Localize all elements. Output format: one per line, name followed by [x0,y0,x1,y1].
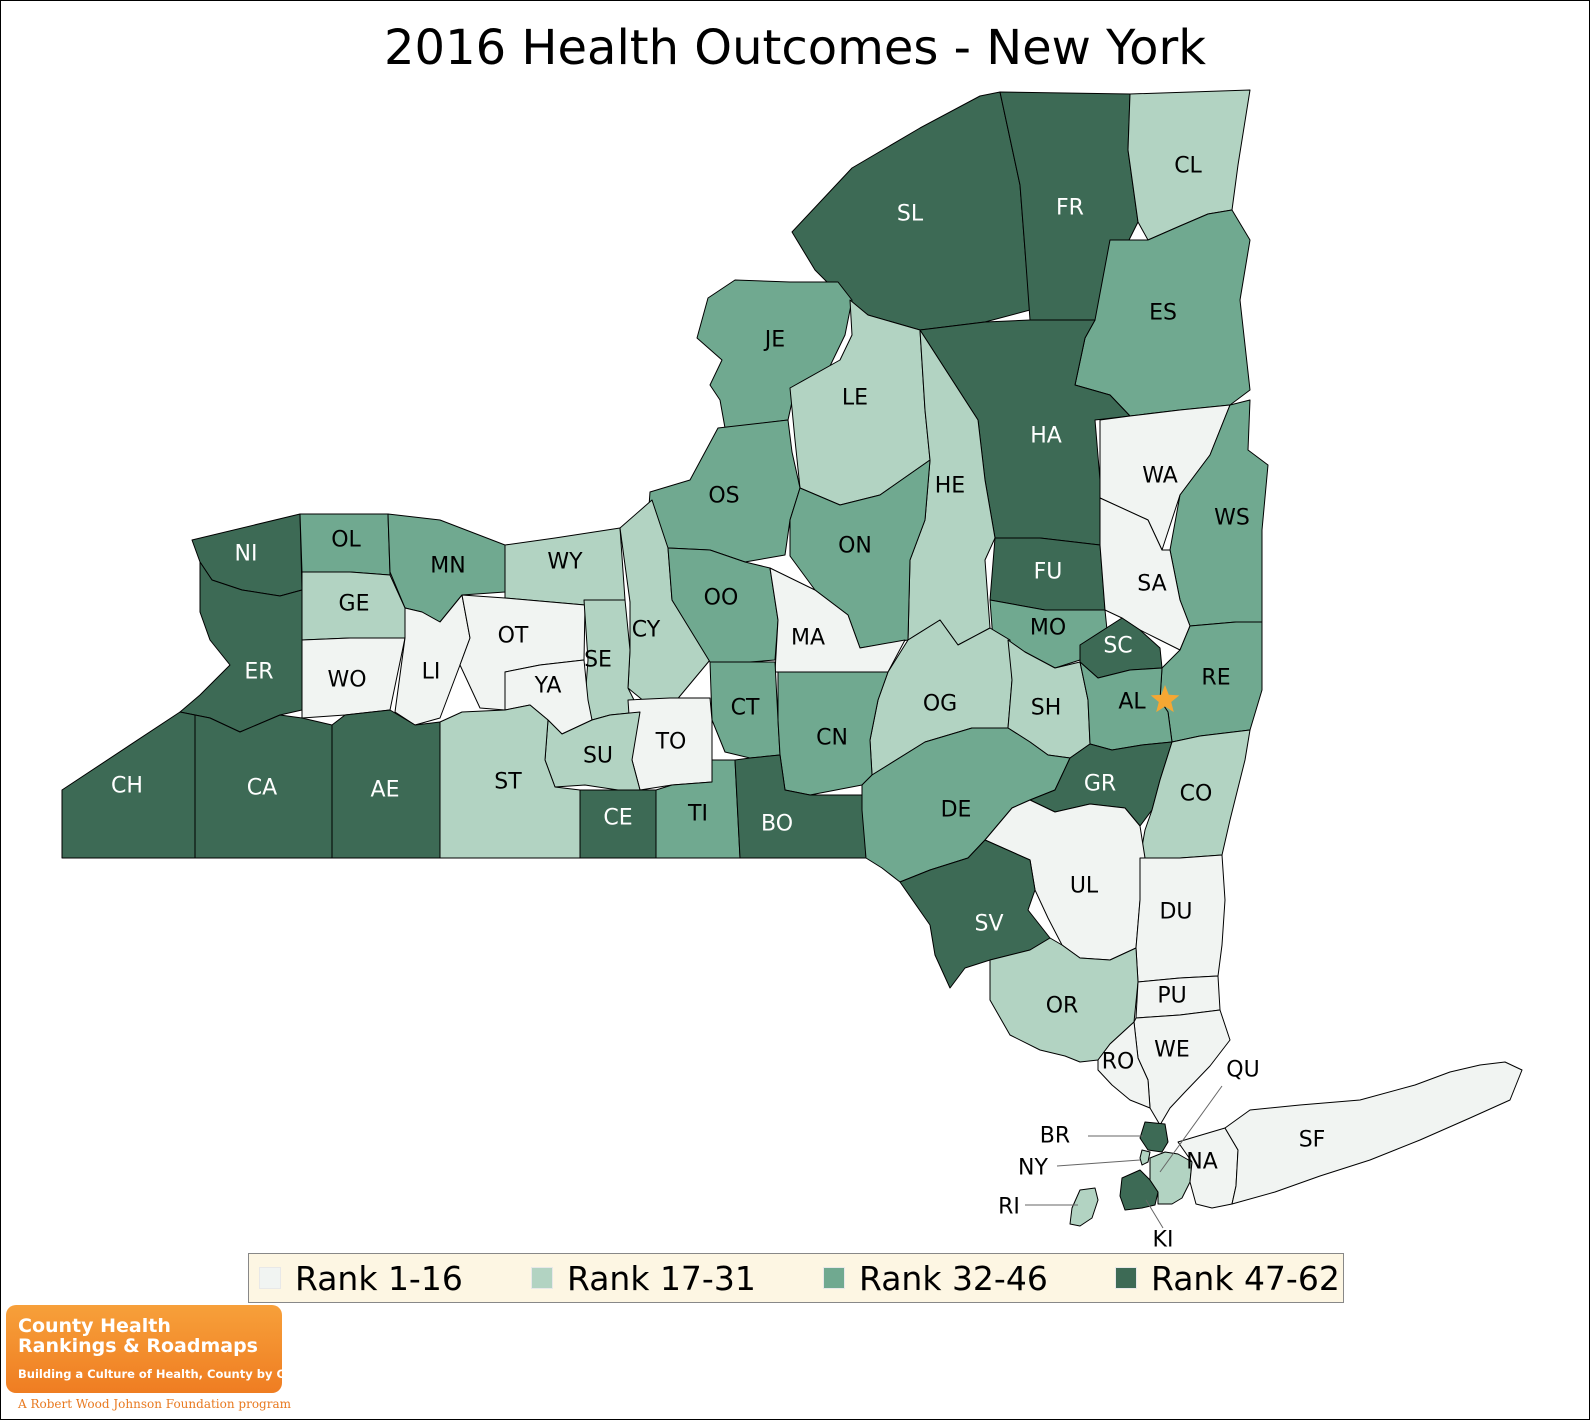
legend-item-tier-1: Rank 1-16 [259,1254,463,1302]
county-label-ul: UL [1070,874,1099,899]
county-label-ws: WS [1214,506,1250,531]
legend-swatch-tier-2 [531,1267,553,1289]
county-label-le: LE [842,386,868,411]
county-label-wa: WA [1142,464,1178,489]
county-label-na: NA [1186,1150,1218,1175]
county-ny [1139,1149,1151,1166]
county-label-ti: TI [687,802,708,827]
county-label-qu: QU [1226,1058,1259,1083]
leader-line-ki [1145,1199,1164,1229]
county-label-al: AL [1118,690,1146,715]
county-label-on: ON [838,534,872,559]
county-label-mn: MN [430,554,465,579]
map-title: 2016 Health Outcomes - New York [384,20,1206,76]
county-label-ny: NY [1018,1156,1048,1181]
county-br [1139,1121,1169,1153]
county-sf [1224,1061,1523,1205]
logo-tagline: Building a Culture of Health, County by … [18,1367,323,1381]
county-label-pu: PU [1157,984,1186,1009]
leader-line-ny [1056,1159,1141,1167]
county-label-st: ST [494,770,522,795]
county-label-we: WE [1154,1038,1190,1063]
county-label-og: OG [923,692,957,717]
legend-item-tier-2: Rank 17-31 [531,1254,756,1302]
leader-line-qu [1159,1085,1223,1173]
county-label-ro: RO [1102,1050,1135,1075]
county-label-br: BR [1040,1124,1070,1149]
county-label-ha: HA [1030,424,1062,449]
logo-line-2: Rankings & Roadmaps [18,1335,258,1357]
county-ae [331,709,441,859]
new-york-county-map: SL FR CL JE LE ES HA HE OS ON WA WS NI OL MN WY FU SA GE CY… [61,89,1523,1251]
logo-subline: A Robert Wood Johnson Foundation program [18,1397,291,1411]
county-label-de: DE [941,798,972,823]
county-label-es: ES [1149,301,1177,326]
county-al [1079,661,1173,751]
county-label-cn: CN [816,726,848,751]
county-ro [1097,1021,1151,1109]
county-label-os: OS [708,484,739,509]
county-label-ch: CH [111,774,143,799]
county-label-sc: SC [1103,634,1132,659]
county-label-ki: KI [1153,1228,1174,1251]
county-label-wy: WY [547,550,583,575]
county-label-fu: FU [1034,560,1063,585]
county-health-rankings-logo: County Health Rankings & Roadmaps Buildi… [6,1305,322,1393]
county-label-se: SE [584,648,612,673]
county-label-cl: CL [1174,154,1202,179]
county-label-ya: YA [534,674,562,699]
legend-label-tier-3: Rank 32-46 [859,1258,1048,1298]
county-label-to: TO [655,730,687,755]
county-label-gr: GR [1084,772,1116,797]
county-label-wo: WO [327,668,366,693]
county-label-ol: OL [331,528,361,553]
county-label-re: RE [1201,666,1230,691]
county-label-sv: SV [974,912,1003,937]
legend-item-tier-3: Rank 32-46 [823,1254,1048,1302]
county-label-ge: GE [339,592,370,617]
county-label-mo: MO [1030,616,1066,641]
county-ki [1119,1169,1159,1211]
county-label-sa: SA [1137,572,1166,597]
county-label-ni: NI [235,542,258,567]
county-label-co: CO [1180,782,1213,807]
county-label-sh: SH [1031,696,1062,721]
legend-label-tier-4: Rank 47-62 [1151,1258,1340,1298]
county-label-du: DU [1159,900,1192,925]
legend-label-tier-2: Rank 17-31 [567,1258,756,1298]
county-label-er: ER [244,660,273,685]
county-label-su: SU [583,744,613,769]
county-bo [734,754,867,859]
county-ti [655,759,741,859]
county-ma [769,567,906,673]
county-label-bo: BO [761,812,793,837]
legend-swatch-tier-1 [259,1267,281,1289]
county-label-ma: MA [791,626,825,651]
county-label-ca: CA [247,776,277,801]
state-capital-star-icon [1150,685,1180,713]
county-ri [1069,1187,1099,1227]
county-label-he: HE [935,474,965,499]
county-label-ct: CT [731,696,760,721]
county-label-ae: AE [371,778,400,803]
county-label-ce: CE [603,806,632,831]
county-label-ot: OT [498,624,529,649]
logo-line-1: County Health [18,1315,171,1337]
legend-swatch-tier-3 [823,1267,845,1289]
county-label-sl: SL [897,202,924,227]
legend-label-tier-1: Rank 1-16 [295,1258,463,1298]
legend-item-tier-4: Rank 47-62 [1115,1254,1340,1302]
county-label-je: JE [763,328,785,353]
county-ca [194,714,333,859]
county-label-oo: OO [704,586,739,611]
legend-swatch-tier-4 [1115,1267,1137,1289]
county-label-sf: SF [1299,1128,1326,1153]
county-st [439,704,581,859]
county-label-fr: FR [1056,196,1084,221]
county-label-li: LI [422,660,441,685]
county-label-or: OR [1046,994,1079,1019]
legend: Rank 1-16 Rank 17-31 Rank 32-46 Rank 47-… [248,1253,1344,1303]
county-label-ri: RI [998,1195,1020,1220]
county-label-cy: CY [632,618,661,643]
